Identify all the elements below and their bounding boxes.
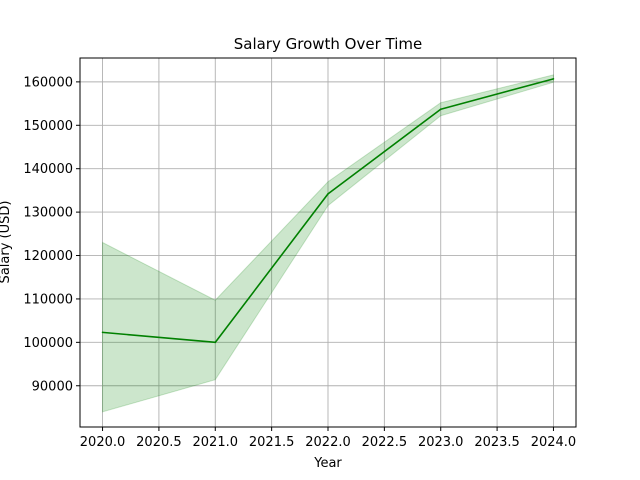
y-axis-label: Salary (USD) xyxy=(0,201,13,284)
x-tick-label: 2021.0 xyxy=(193,435,239,450)
x-tick-label: 2022.0 xyxy=(305,435,351,450)
data-point xyxy=(214,341,217,344)
y-tick-label: 140000 xyxy=(23,162,73,177)
data-point xyxy=(101,331,104,334)
x-tick-label: 2022.5 xyxy=(362,435,408,450)
x-axis-label: Year xyxy=(313,456,342,471)
x-tick-label: 2020.5 xyxy=(136,435,182,450)
y-tick-label: 110000 xyxy=(23,292,73,307)
data-point xyxy=(439,108,442,111)
x-tick-label: 2020.0 xyxy=(80,435,126,450)
y-tick-label: 150000 xyxy=(23,119,73,134)
x-tick-label: 2021.5 xyxy=(249,435,295,450)
chart-title: Salary Growth Over Time xyxy=(234,35,423,53)
y-tick-label: 160000 xyxy=(23,75,73,90)
data-point xyxy=(552,78,555,80)
x-axis: 2020.0 2020.5 2021.0 2021.5 2022.0 2022.5 2023… xyxy=(80,427,576,450)
x-tick-label: 2023.5 xyxy=(474,435,520,450)
y-tick-label: 100000 xyxy=(23,336,73,351)
y-tick-label: 90000 xyxy=(32,379,73,394)
confidence-band xyxy=(102,74,554,413)
x-tick-label: 2023.0 xyxy=(418,435,464,450)
y-tick-label: 120000 xyxy=(23,249,73,264)
grid xyxy=(80,58,576,427)
y-axis: 90000 100000 110000 120000 130000 140000 15000… xyxy=(23,75,80,394)
x-tick-label: 2024.0 xyxy=(531,435,577,450)
series-lines xyxy=(101,78,555,344)
y-tick-label: 130000 xyxy=(23,206,73,221)
confidence-band-area xyxy=(102,74,554,413)
data-point xyxy=(327,193,329,195)
